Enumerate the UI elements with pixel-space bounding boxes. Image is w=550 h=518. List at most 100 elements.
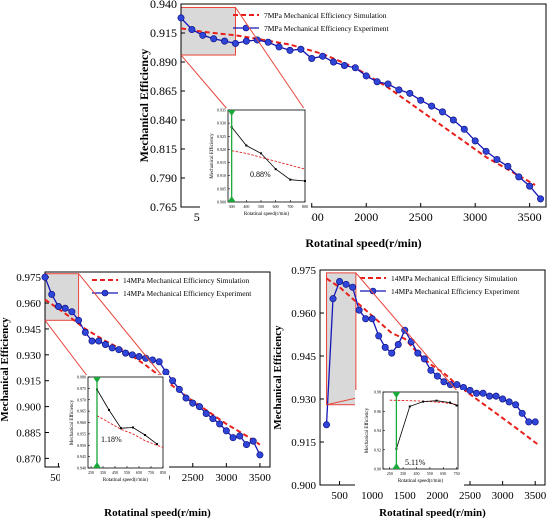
experiment-point — [479, 389, 487, 397]
legend-marker — [369, 287, 377, 295]
x-tick-label: 500 — [331, 490, 348, 502]
inset-annotation: 5.11% — [405, 458, 426, 467]
gap-indicator-arrow-top — [392, 392, 401, 398]
zoom-connector — [180, 54, 229, 111]
x-tick-label: 2500 — [459, 490, 482, 502]
inset-y-tick-label: 0.94 — [374, 428, 381, 433]
experiment-point — [433, 372, 441, 380]
inset-experiment-point — [132, 426, 134, 429]
experiment-point — [330, 58, 338, 66]
experiment-point — [329, 295, 337, 303]
experiment-point — [41, 273, 49, 281]
inset-y-tick-label: 0.975 — [77, 386, 86, 391]
experiment-point — [471, 137, 479, 145]
experiment-point — [368, 315, 376, 323]
experiment-point — [394, 341, 402, 349]
y-tick-label: 0.900 — [291, 480, 316, 492]
inset-x-tick-label: 650 — [136, 470, 142, 475]
experiment-point — [189, 399, 197, 407]
inset-frame — [87, 376, 164, 469]
experiment-point — [169, 377, 177, 385]
experiment-point — [142, 354, 150, 362]
experiment-point — [505, 398, 513, 406]
x-axis-label: Rotatinal speed(r/min) — [104, 507, 211, 518]
inset-experiment-point — [289, 178, 292, 181]
x-tick-label: 3500 — [518, 210, 542, 224]
inset-experiment-line — [396, 400, 457, 449]
y-tick-label: 0.915 — [16, 376, 41, 388]
legend-entry: 14MPa Mechanical Efficiency Experiment — [391, 287, 520, 296]
experiment-point — [406, 89, 414, 97]
experiment-point — [499, 395, 507, 403]
experiment-point — [216, 420, 224, 428]
y-tick-label: 0.960 — [16, 298, 41, 310]
experiment-point — [525, 418, 533, 426]
experiment-point — [275, 43, 283, 51]
inset-experiment-point — [408, 405, 411, 408]
inset-y-tick-label: 0.930 — [217, 121, 226, 126]
experiment-point — [231, 39, 239, 47]
experiment-line — [180, 17, 542, 200]
inset-y-tick-label: 0.940 — [77, 466, 86, 471]
inset-y-tick-label: 0.90 — [374, 467, 381, 472]
gap-indicator-arrow-top — [93, 377, 101, 383]
experiment-point — [438, 108, 446, 116]
inset-annotation: 1.18% — [101, 435, 122, 444]
experiment-point — [81, 328, 89, 336]
inset-x-tick-label: 850 — [160, 470, 166, 475]
experiment-point — [319, 52, 327, 60]
x-axis-label: Rotatinal speed(r/min) — [379, 507, 486, 518]
inset-y-tick-label: 0.92 — [374, 447, 381, 452]
y-tick-label: 0.915 — [150, 26, 177, 40]
experiment-point — [395, 86, 403, 94]
experiment-point — [155, 358, 163, 366]
inset-experiment-point — [144, 434, 146, 437]
legend-entry: 14MPa Mechanical Efficiency Simulation — [123, 276, 250, 285]
inset-x-tick-label: 750 — [454, 471, 460, 476]
y-axis-label: Mechanical Efficiency — [272, 325, 284, 430]
inset-experiment-point — [245, 144, 248, 147]
experiment-point — [473, 389, 481, 397]
experiment-point — [308, 55, 316, 63]
y-tick-label: 0.840 — [150, 113, 177, 127]
experiment-point — [417, 96, 425, 104]
inset-x-axis-label: Rotatinal speed(r/min) — [398, 479, 443, 484]
experiment-point — [537, 195, 545, 203]
inset-y-tick-label: 0.980 — [77, 375, 86, 380]
x-tick-label: 2500 — [409, 210, 433, 224]
experiment-point — [242, 441, 250, 449]
x-tick-label: 2000 — [426, 490, 449, 502]
inset-x-tick-label: 250 — [387, 471, 393, 476]
inset-experiment-point — [108, 408, 110, 411]
inset-experiment-point — [448, 401, 451, 404]
y-tick-label: 0.945 — [291, 351, 316, 363]
experiment-point — [209, 415, 217, 423]
experiment-point — [453, 381, 461, 389]
gap-indicator-arrow-top — [227, 110, 236, 116]
zoom-connector — [78, 273, 164, 378]
y-axis-label: Mechanical Efficiency — [137, 49, 151, 163]
experiment-point — [384, 80, 392, 88]
experiment-point — [177, 14, 185, 22]
gap-indicator-arrow-bottom — [227, 196, 236, 202]
inset-experiment-point — [274, 168, 277, 171]
experiment-point — [342, 280, 350, 288]
zoom-connector — [44, 320, 89, 378]
simulation-line — [44, 298, 261, 446]
experiment-point — [195, 403, 203, 411]
experiment-point — [286, 46, 294, 54]
inset-x-axis-label: Rotatinal speed(r/min) — [244, 212, 289, 217]
y-tick-label: 0.815 — [150, 142, 177, 156]
inset-simulation-line — [96, 415, 164, 448]
experiment-point — [531, 418, 539, 426]
legend-entry: 14MPa Mechanical Efficiency Simulation — [391, 274, 518, 283]
experiment-point — [122, 349, 130, 357]
inset-experiment-line — [96, 389, 158, 445]
experiment-point — [336, 277, 344, 285]
y-tick-label: 0.900 — [16, 402, 41, 414]
experiment-point — [242, 37, 250, 45]
chart-panel-2: 0.870 0.885 0.900 0.915 0.930 0.945 0.960 0.975… — [0, 271, 271, 518]
experiment-point — [199, 31, 207, 39]
inset-y-tick-label: 0.96 — [374, 409, 381, 414]
